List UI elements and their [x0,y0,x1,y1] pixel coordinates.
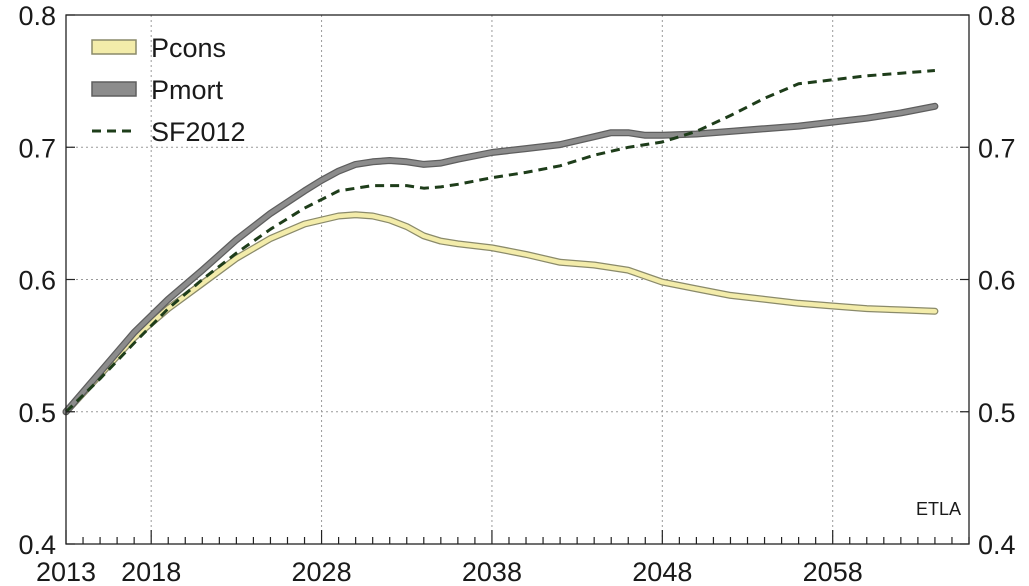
y-tick-label-left: 0.8 [18,1,56,31]
y-axis-right: 0.4 0.5 0.6 0.7 0.8 [978,1,1016,560]
axis-ticks [65,14,970,545]
legend-label-sf2012: SF2012 [151,117,246,147]
x-tick-label: 2018 [121,557,181,586]
series-line-pmort [63,104,938,415]
y-tick-label-right: 0.7 [978,133,1016,163]
y-tick-label-left: 0.6 [18,266,56,296]
x-tick-label: 2028 [292,557,352,586]
legend-swatch-pcons [91,39,137,55]
y-tick-label-right: 0.8 [978,1,1016,31]
series-lines [62,69,939,416]
legend-label-pcons: Pcons [151,33,226,63]
x-tick-label: 2048 [632,557,692,586]
y-tick-label-left: 0.4 [18,530,56,560]
series-line-pcons [63,212,938,415]
legend-label-pmort: Pmort [151,75,224,105]
x-tick-label: 2058 [803,557,863,586]
y-tick-label-right: 0.4 [978,530,1016,560]
y-tick-label-left: 0.5 [18,398,56,428]
y-tick-label-left: 0.7 [18,133,56,163]
y-axis-left: 0.4 0.5 0.6 0.7 0.8 [18,1,56,560]
series-line-pcons-outline [62,211,939,416]
y-tick-label-right: 0.5 [978,398,1016,428]
x-tick-label: 2013 [36,557,96,586]
legend: Pcons Pmort SF2012 [91,33,246,147]
y-tick-label-right: 0.6 [978,266,1016,296]
x-axis: 2013 2018 2028 2038 2048 2058 [36,557,863,586]
legend-swatch-pmort [91,81,137,97]
source-note: ETLA [916,499,961,519]
x-tick-label: 2038 [462,557,522,586]
series-line-sf2012 [64,69,936,413]
